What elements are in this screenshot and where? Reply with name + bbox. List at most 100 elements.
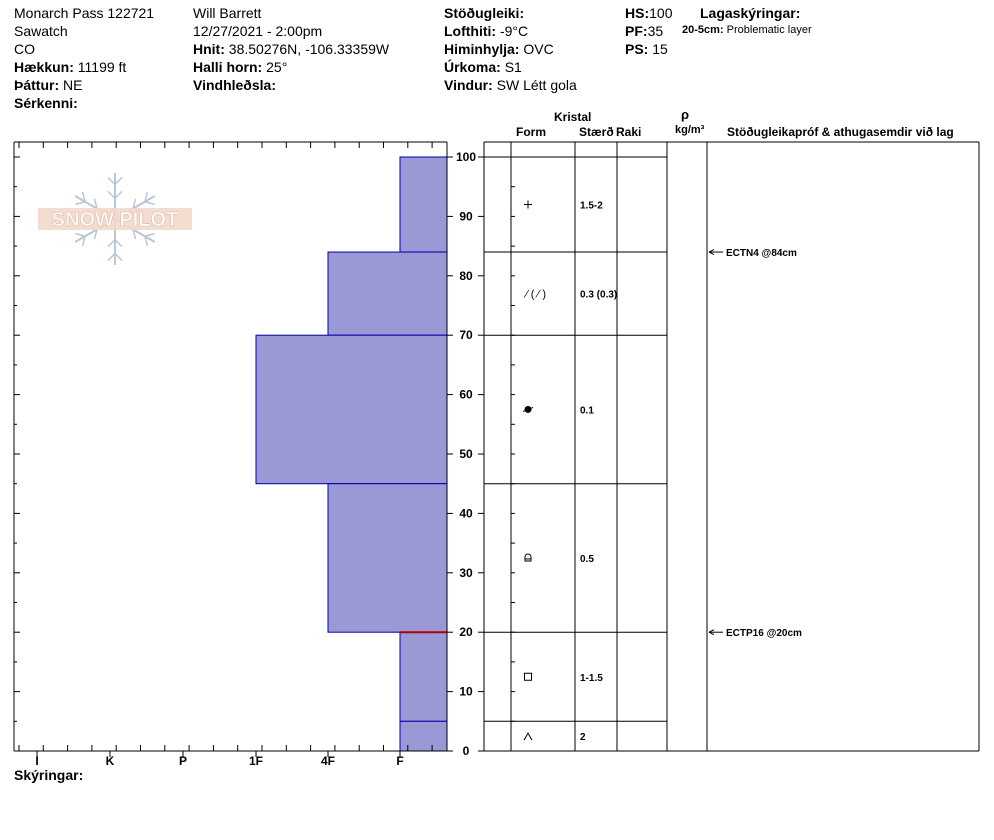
layer-notes-label: Lagaskýringar: [700,5,801,21]
hardness-tick-label: I [35,754,38,768]
coords-value: 38.50276N, -106.33359W [228,41,390,57]
wind-label: Vindur: [444,77,493,93]
hardness-layer-4 [399,631,448,722]
legend-label: Skýringar: [14,767,84,783]
layer-size: 0.3 (0.3) [580,290,617,301]
snowflake-branch [114,239,123,248]
snowflake-branch [107,252,116,262]
layer-size: 0.5 [580,554,594,565]
hardness-tick-label: 4F [321,754,335,768]
snowflake-branch [75,201,86,206]
layer-size: 2 [580,732,586,743]
ps-label: PS: [625,41,649,57]
test-label: ECTP16 @20cm [726,628,802,639]
coords-label: Hnit: [193,41,225,57]
hardness-tick-label: K [106,754,115,768]
state: CO [14,41,35,57]
depth-tick-label: 90 [459,209,473,223]
aspect-row: Þáttur: NE [14,76,82,94]
layer-size: 1-1.5 [580,673,603,684]
logo-banner [38,208,192,230]
snowflake-branch [132,229,137,240]
tests-header: Stöðugleikapróf & athugasemdir við lag [727,125,954,139]
datetime: 12/27/2021 - 2:00pm [193,23,323,39]
precip-value: S1 [504,59,522,75]
snowflake-branch [93,229,98,240]
snowflake-branch [144,232,155,237]
depth-tick-label: 50 [459,447,473,461]
air-temp-row: Lofthiti: -9°C [444,22,528,40]
location-name: Monarch Pass 122721 [14,5,155,21]
snowflake-branch [107,176,116,186]
hardness-axis: I K P 1F 4F F [35,751,404,768]
ps-row: PS: 15 [625,40,668,58]
hardness-tick-label: P [179,754,187,768]
form-symbol-slash: ⁄ ( ⁄ ) [523,289,546,301]
layer-table: 1.5-2 ⁄ ( ⁄ ) 0.3 (0.3) 0.1 0.5 1-1.5 2 [483,141,980,752]
air-temp-value: -9°C [499,23,529,39]
aspect-label: Þáttur: [14,77,60,93]
hs-row: HS:100 [625,4,672,22]
layer-note-range: 20-5cm: [682,24,724,36]
slope-row: Halli horn: 25° [193,58,287,76]
aspect-value: NE [63,77,83,93]
elevation-label: Hækkun: [14,59,74,75]
moisture-header: Raki [616,125,642,139]
depth-tick-label: 30 [459,566,473,580]
features-label: Sérkenni: [14,95,78,111]
mountain-range: Sawatch [14,23,68,39]
precip-row: Úrkoma: S1 [444,58,522,76]
snowpilot-logo: SNOW PILOT [38,173,192,265]
elevation-value: 11199 ft [77,59,127,75]
snowflake-branch [144,236,149,247]
wind-loading-label: Vindhleðsla: [193,77,276,93]
hardness-tick-label: 1F [249,754,263,768]
hs-label: HS: [625,5,650,21]
hardness-layer-3 [327,483,448,633]
pf-value: 35 [647,23,664,39]
hardness-plot-frame [13,141,448,752]
precip-label: Úrkoma: [444,59,501,75]
form-symbol-caret [523,732,533,741]
slope-value: 25° [266,59,288,75]
hardness-layer-5 [399,720,448,752]
depth-tick-label: 40 [459,506,473,520]
hardness-layer-0 [399,156,448,253]
depth-tick-label: 10 [459,685,473,699]
elevation-row: Hækkun: 11199 ft [14,58,126,76]
snowflake-branch [107,190,116,199]
test-arrow-head [708,249,715,255]
layer-size: 1.5-2 [580,201,603,212]
form-symbol-ball-line [522,406,534,412]
layer-size: 0.1 [580,405,594,416]
depth-tick-label: 100 [456,150,476,164]
depth-tick-label: 0 [463,744,470,758]
hardness-layers [255,156,448,752]
sky-label: Himinhylja: [444,41,520,57]
stability-tests: ECTN4 @84cm ECTP16 @20cm [708,248,802,639]
hardness-layer-1 [327,251,448,336]
snowflake-branch [114,252,123,262]
size-header: Stærð [579,125,614,139]
snowflake-branch [114,190,123,199]
snowflake-branch [144,191,149,202]
rho-header: ρ [681,107,690,122]
crystal-header: Kristal [554,110,592,124]
depth-tick-label: 80 [459,269,473,283]
depth-tick-label: 20 [459,625,473,639]
depth-tick-label: 60 [459,388,473,402]
coords-row: Hnit: 38.50276N, -106.33359W [193,40,389,58]
layer-note: 20-5cm: Problematic layer [682,24,812,36]
hs-value: 100 [649,5,673,21]
air-temp-label: Lofthiti: [444,23,497,39]
density-unit-header: kg/m³ [675,124,705,136]
observer: Will Barrett [193,5,262,21]
pf-label: PF: [625,23,648,39]
hardness-tick-label: F [396,754,403,768]
form-header: Form [516,125,546,139]
pf-row: PF:35 [625,22,663,40]
snowflake-branch [81,191,86,202]
snowflake-branch [107,239,116,248]
snowflake-branch [93,198,98,209]
